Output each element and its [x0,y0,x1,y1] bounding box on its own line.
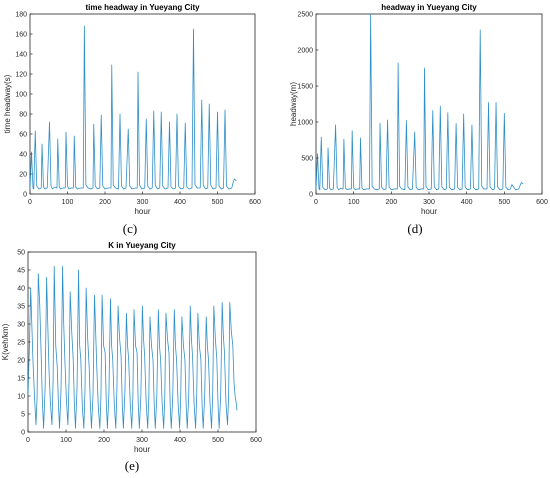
y-tick-label: 1000 [297,120,313,127]
y-tick-label: 30 [17,322,25,329]
y-axis-label: headway(m) [289,82,298,126]
y-tick-label: 140 [15,52,27,59]
x-tick-label: 100 [348,199,360,206]
series-line [28,266,238,429]
x-tick-label: 100 [62,199,74,206]
x-tick-label: 200 [98,437,110,444]
x-tick-label: 0 [26,437,30,444]
plot-frame [315,13,543,195]
y-tick-label: 1500 [297,84,313,91]
x-tick-label: 400 [174,437,186,444]
y-tick-label: 15 [17,376,25,383]
series-line [30,25,237,190]
chart-svg: 0 100 200 300 400 500 600 0 500 1000 1500 2000 2500 h… [289,3,548,216]
y-tick-label: 60 [19,132,27,139]
y-tick-label: 2500 [297,12,313,19]
y-tick-label: 35 [17,304,25,311]
x-tick-label: 300 [136,437,148,444]
x-tick-label: 600 [536,199,548,206]
y-tick-label: 45 [17,268,25,275]
x-tick-label: 500 [212,199,224,206]
y-tick-label: 0 [309,192,313,199]
y-tick-label: 80 [19,112,27,119]
y-tick-label: 500 [301,156,313,163]
y-tick-label: 20 [19,172,27,179]
y-tick-label: 20 [17,358,25,365]
caption-c: (c) [122,221,138,236]
y-tick-label: 10 [17,394,25,401]
chart-title: K in Yueyang City [108,241,176,250]
chart-panel-d: 0 100 200 300 400 500 600 0 500 1000 1500 2000 2500 h… [280,0,550,225]
plot-frame [29,13,256,195]
x-tick-label: 0 [314,199,318,206]
x-tick-label: 600 [250,437,262,444]
series-line [316,14,524,191]
x-tick-label: 400 [174,199,186,206]
y-tick-label: 2000 [297,48,313,55]
x-tick-label: 500 [212,437,224,444]
x-tick-label: 200 [99,199,111,206]
x-axis-label: hour [134,445,150,454]
chart-svg: 0 100 200 300 400 500 600 0 20 40 60 80 100 120 140 160… [3,3,261,216]
chart-title: time headway in Yueyang City [85,3,200,12]
y-tick-label: 0 [21,430,25,437]
y-tick-label: 40 [19,152,27,159]
x-tick-label: 500 [498,199,510,206]
x-axis-label: hour [421,207,437,216]
y-tick-label: 160 [15,32,27,39]
y-tick-label: 5 [21,412,25,419]
x-tick-label: 300 [423,199,435,206]
chart-panel-e: 0 100 200 300 400 500 600 0 5 10 15 20 25 30 35 40 45 50 K… [0,238,270,458]
y-tick-label: 120 [15,72,27,79]
x-tick-label: 300 [137,199,149,206]
chart-svg: 0 100 200 300 400 500 600 0 5 10 15 20 25 30 35 40 45 50 K… [1,241,262,454]
caption-e: (e) [124,458,140,473]
y-tick-label: 100 [15,92,27,99]
x-tick-label: 100 [60,437,72,444]
x-tick-label: 200 [385,199,397,206]
x-tick-label: 600 [249,199,261,206]
y-axis-label: time headway(s) [3,74,12,133]
chart-title: headway in Yueyang City [381,3,477,12]
x-tick-label: 400 [461,199,473,206]
x-tick-label: 0 [28,199,32,206]
y-tick-label: 25 [17,340,25,347]
y-tick-label: 0 [23,192,27,199]
y-tick-label: 40 [17,286,25,293]
y-tick-label: 180 [15,12,27,19]
caption-d: (d) [407,221,423,236]
y-axis-label: K(veh/km) [1,323,10,360]
x-axis-label: hour [134,207,150,216]
chart-panel-c: 0 100 200 300 400 500 600 0 20 40 60 80 100 120 140 160… [0,0,270,225]
y-tick-label: 50 [17,250,25,257]
